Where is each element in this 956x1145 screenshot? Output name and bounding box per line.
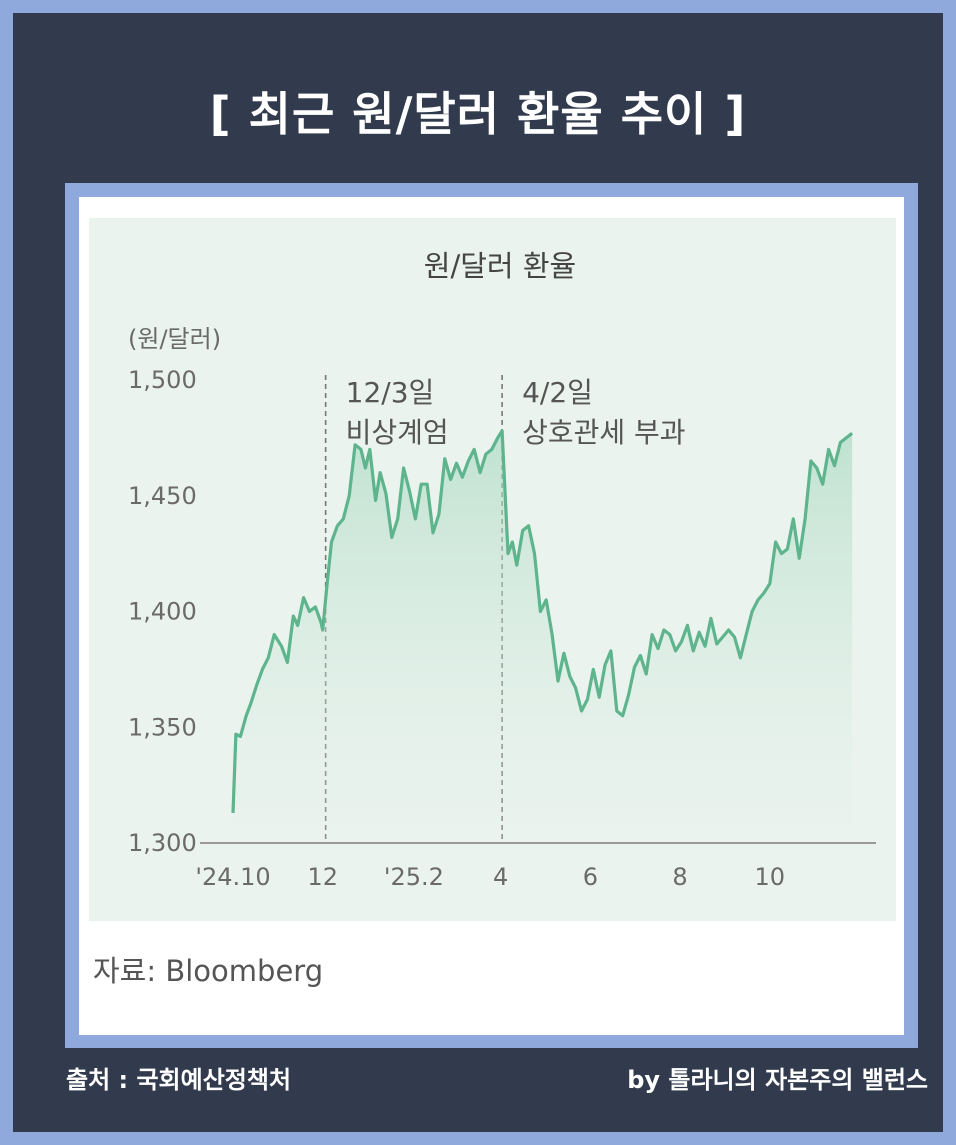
x-tick-label: 10 [754, 863, 785, 891]
annotation-label: 상호관세 부과 [522, 416, 685, 449]
footer-credit: by 톨라니의 자본주의 밸런스 [627, 1066, 928, 1094]
x-tick-label: 4 [493, 863, 508, 891]
x-tick-label: 12 [307, 863, 338, 891]
chart-title: 원/달러 환율 [424, 249, 576, 283]
y-axis-label: (원/달러) [128, 325, 221, 353]
series-area [233, 430, 853, 843]
y-tick-label: 1,300 [128, 829, 197, 857]
x-tick-label: '24.10 [195, 863, 270, 891]
source-note: 자료: Bloomberg [93, 954, 324, 988]
y-tick-label: 1,500 [128, 366, 197, 394]
annotation-label: 비상계엄 [346, 416, 449, 449]
x-tick-label: 6 [583, 863, 598, 891]
page-title: [ 최근 원/달러 환율 추이 ] [209, 87, 747, 141]
x-tick-label: 8 [672, 863, 687, 891]
x-tick-label: '25.2 [384, 863, 444, 891]
y-tick-label: 1,400 [128, 598, 197, 626]
annotation-label: 4/2일 [522, 376, 593, 409]
y-tick-label: 1,350 [128, 713, 197, 741]
footer-source: 출처 : 국회예산정책처 [66, 1066, 292, 1094]
series-line [231, 429, 854, 813]
annotation-label: 12/3일 [346, 376, 435, 409]
y-tick-label: 1,450 [128, 482, 197, 510]
